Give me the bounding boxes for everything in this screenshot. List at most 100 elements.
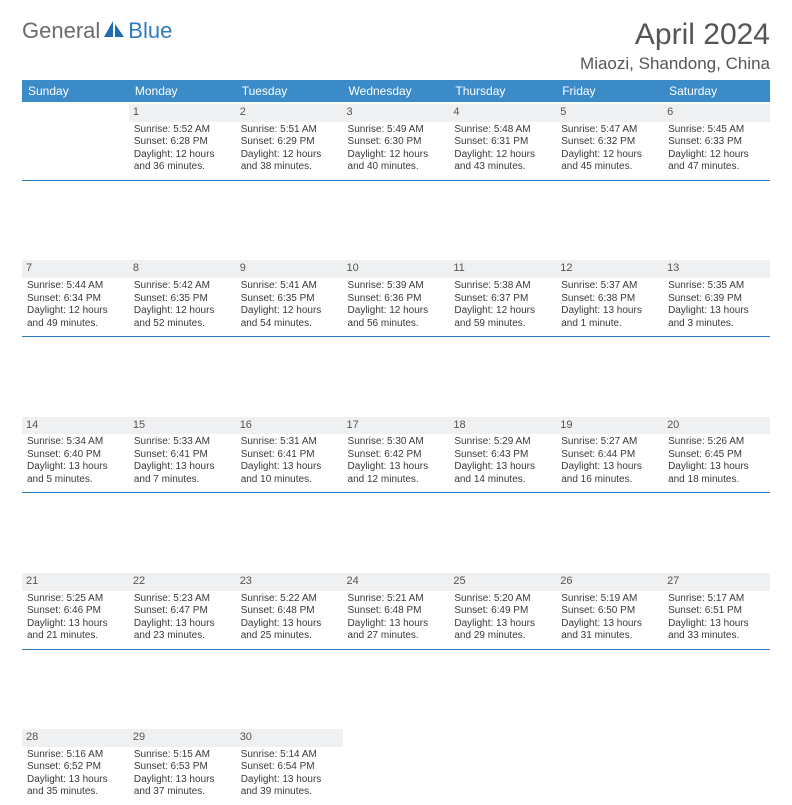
- day-number: 12: [556, 260, 663, 278]
- daylight-line: Daylight: 13 hours and 35 minutes.: [27, 774, 124, 799]
- calendar-week: 1Sunrise: 5:52 AMSunset: 6:28 PMDaylight…: [22, 102, 770, 180]
- daylight-line: Daylight: 12 hours and 43 minutes.: [454, 149, 551, 174]
- daylight-line: Daylight: 12 hours and 49 minutes.: [27, 305, 124, 330]
- daylight-line: Daylight: 13 hours and 12 minutes.: [348, 461, 445, 486]
- day-info: Sunrise: 5:30 AMSunset: 6:42 PMDaylight:…: [347, 436, 446, 486]
- title-block: April 2024 Miaozi, Shandong, China: [580, 18, 770, 74]
- sunset-line: Sunset: 6:35 PM: [134, 293, 231, 306]
- calendar-cell: 26Sunrise: 5:19 AMSunset: 6:50 PMDayligh…: [556, 571, 663, 649]
- day-info: Sunrise: 5:52 AMSunset: 6:28 PMDaylight:…: [133, 124, 232, 174]
- day-header: Saturday: [663, 80, 770, 102]
- location: Miaozi, Shandong, China: [580, 54, 770, 74]
- sunset-line: Sunset: 6:37 PM: [454, 293, 551, 306]
- sunset-line: Sunset: 6:28 PM: [134, 136, 231, 149]
- sunrise-line: Sunrise: 5:15 AM: [134, 749, 231, 762]
- day-number: 15: [129, 417, 236, 435]
- sunset-line: Sunset: 6:32 PM: [561, 136, 658, 149]
- sunset-line: Sunset: 6:33 PM: [668, 136, 765, 149]
- day-number: 24: [343, 573, 450, 591]
- day-number: 3: [343, 104, 450, 122]
- sunset-line: Sunset: 6:36 PM: [348, 293, 445, 306]
- daylight-line: Daylight: 13 hours and 25 minutes.: [241, 618, 338, 643]
- daylight-line: Daylight: 13 hours and 1 minute.: [561, 305, 658, 330]
- day-number: 17: [343, 417, 450, 435]
- sunrise-line: Sunrise: 5:25 AM: [27, 593, 124, 606]
- month-title: April 2024: [580, 18, 770, 52]
- day-number: 23: [236, 573, 343, 591]
- day-number: 20: [663, 417, 770, 435]
- daylight-line: Daylight: 13 hours and 27 minutes.: [348, 618, 445, 643]
- daylight-line: Daylight: 13 hours and 33 minutes.: [668, 618, 765, 643]
- calendar-cell: 17Sunrise: 5:30 AMSunset: 6:42 PMDayligh…: [343, 415, 450, 493]
- sunrise-line: Sunrise: 5:33 AM: [134, 436, 231, 449]
- day-number: 11: [449, 260, 556, 278]
- daylight-line: Daylight: 13 hours and 14 minutes.: [454, 461, 551, 486]
- sunset-line: Sunset: 6:41 PM: [134, 449, 231, 462]
- logo: General Blue: [22, 18, 172, 44]
- sunrise-line: Sunrise: 5:30 AM: [348, 436, 445, 449]
- header: General Blue April 2024 Miaozi, Shandong…: [22, 18, 770, 74]
- calendar-head: SundayMondayTuesdayWednesdayThursdayFrid…: [22, 80, 770, 102]
- calendar-cell: 28Sunrise: 5:16 AMSunset: 6:52 PMDayligh…: [22, 727, 129, 805]
- day-info: Sunrise: 5:39 AMSunset: 6:36 PMDaylight:…: [347, 280, 446, 330]
- daylight-line: Daylight: 13 hours and 7 minutes.: [134, 461, 231, 486]
- daylight-line: Daylight: 13 hours and 10 minutes.: [241, 461, 338, 486]
- day-info: Sunrise: 5:34 AMSunset: 6:40 PMDaylight:…: [26, 436, 125, 486]
- sunset-line: Sunset: 6:53 PM: [134, 761, 231, 774]
- day-info: Sunrise: 5:15 AMSunset: 6:53 PMDaylight:…: [133, 749, 232, 799]
- daylight-line: Daylight: 13 hours and 18 minutes.: [668, 461, 765, 486]
- sunrise-line: Sunrise: 5:39 AM: [348, 280, 445, 293]
- daylight-line: Daylight: 13 hours and 16 minutes.: [561, 461, 658, 486]
- day-info: Sunrise: 5:35 AMSunset: 6:39 PMDaylight:…: [667, 280, 766, 330]
- calendar-cell: 9Sunrise: 5:41 AMSunset: 6:35 PMDaylight…: [236, 258, 343, 336]
- day-number: 22: [129, 573, 236, 591]
- daylight-line: Daylight: 12 hours and 52 minutes.: [134, 305, 231, 330]
- calendar-cell: 12Sunrise: 5:37 AMSunset: 6:38 PMDayligh…: [556, 258, 663, 336]
- calendar-week: 28Sunrise: 5:16 AMSunset: 6:52 PMDayligh…: [22, 727, 770, 805]
- calendar-body: 1Sunrise: 5:52 AMSunset: 6:28 PMDaylight…: [22, 102, 770, 805]
- day-number: 16: [236, 417, 343, 435]
- sunrise-line: Sunrise: 5:17 AM: [668, 593, 765, 606]
- day-number: 21: [22, 573, 129, 591]
- day-info: Sunrise: 5:19 AMSunset: 6:50 PMDaylight:…: [560, 593, 659, 643]
- sunset-line: Sunset: 6:45 PM: [668, 449, 765, 462]
- sunrise-line: Sunrise: 5:52 AM: [134, 124, 231, 137]
- day-info: Sunrise: 5:26 AMSunset: 6:45 PMDaylight:…: [667, 436, 766, 486]
- calendar-week: 14Sunrise: 5:34 AMSunset: 6:40 PMDayligh…: [22, 415, 770, 493]
- sunrise-line: Sunrise: 5:35 AM: [668, 280, 765, 293]
- sunrise-line: Sunrise: 5:34 AM: [27, 436, 124, 449]
- sunset-line: Sunset: 6:50 PM: [561, 605, 658, 618]
- calendar-cell: [663, 727, 770, 805]
- day-info: Sunrise: 5:25 AMSunset: 6:46 PMDaylight:…: [26, 593, 125, 643]
- week-separator: [22, 493, 770, 571]
- day-info: Sunrise: 5:33 AMSunset: 6:41 PMDaylight:…: [133, 436, 232, 486]
- day-number: 2: [236, 104, 343, 122]
- day-info: Sunrise: 5:44 AMSunset: 6:34 PMDaylight:…: [26, 280, 125, 330]
- calendar-cell: 15Sunrise: 5:33 AMSunset: 6:41 PMDayligh…: [129, 415, 236, 493]
- week-separator: [22, 180, 770, 258]
- day-number: 1: [129, 104, 236, 122]
- daylight-line: Daylight: 13 hours and 31 minutes.: [561, 618, 658, 643]
- week-separator: [22, 337, 770, 415]
- calendar-cell: [556, 727, 663, 805]
- sunrise-line: Sunrise: 5:23 AM: [134, 593, 231, 606]
- sunset-line: Sunset: 6:48 PM: [241, 605, 338, 618]
- day-number: 10: [343, 260, 450, 278]
- daylight-line: Daylight: 13 hours and 3 minutes.: [668, 305, 765, 330]
- sunset-line: Sunset: 6:42 PM: [348, 449, 445, 462]
- calendar-cell: 2Sunrise: 5:51 AMSunset: 6:29 PMDaylight…: [236, 102, 343, 180]
- day-info: Sunrise: 5:16 AMSunset: 6:52 PMDaylight:…: [26, 749, 125, 799]
- day-info: Sunrise: 5:17 AMSunset: 6:51 PMDaylight:…: [667, 593, 766, 643]
- week-separator: [22, 649, 770, 727]
- sunset-line: Sunset: 6:40 PM: [27, 449, 124, 462]
- daylight-line: Daylight: 13 hours and 5 minutes.: [27, 461, 124, 486]
- sunset-line: Sunset: 6:29 PM: [241, 136, 338, 149]
- calendar-cell: 8Sunrise: 5:42 AMSunset: 6:35 PMDaylight…: [129, 258, 236, 336]
- day-number: 27: [663, 573, 770, 591]
- day-header: Tuesday: [236, 80, 343, 102]
- daylight-line: Daylight: 12 hours and 56 minutes.: [348, 305, 445, 330]
- sunset-line: Sunset: 6:46 PM: [27, 605, 124, 618]
- day-number: 14: [22, 417, 129, 435]
- sunset-line: Sunset: 6:49 PM: [454, 605, 551, 618]
- sunrise-line: Sunrise: 5:26 AM: [668, 436, 765, 449]
